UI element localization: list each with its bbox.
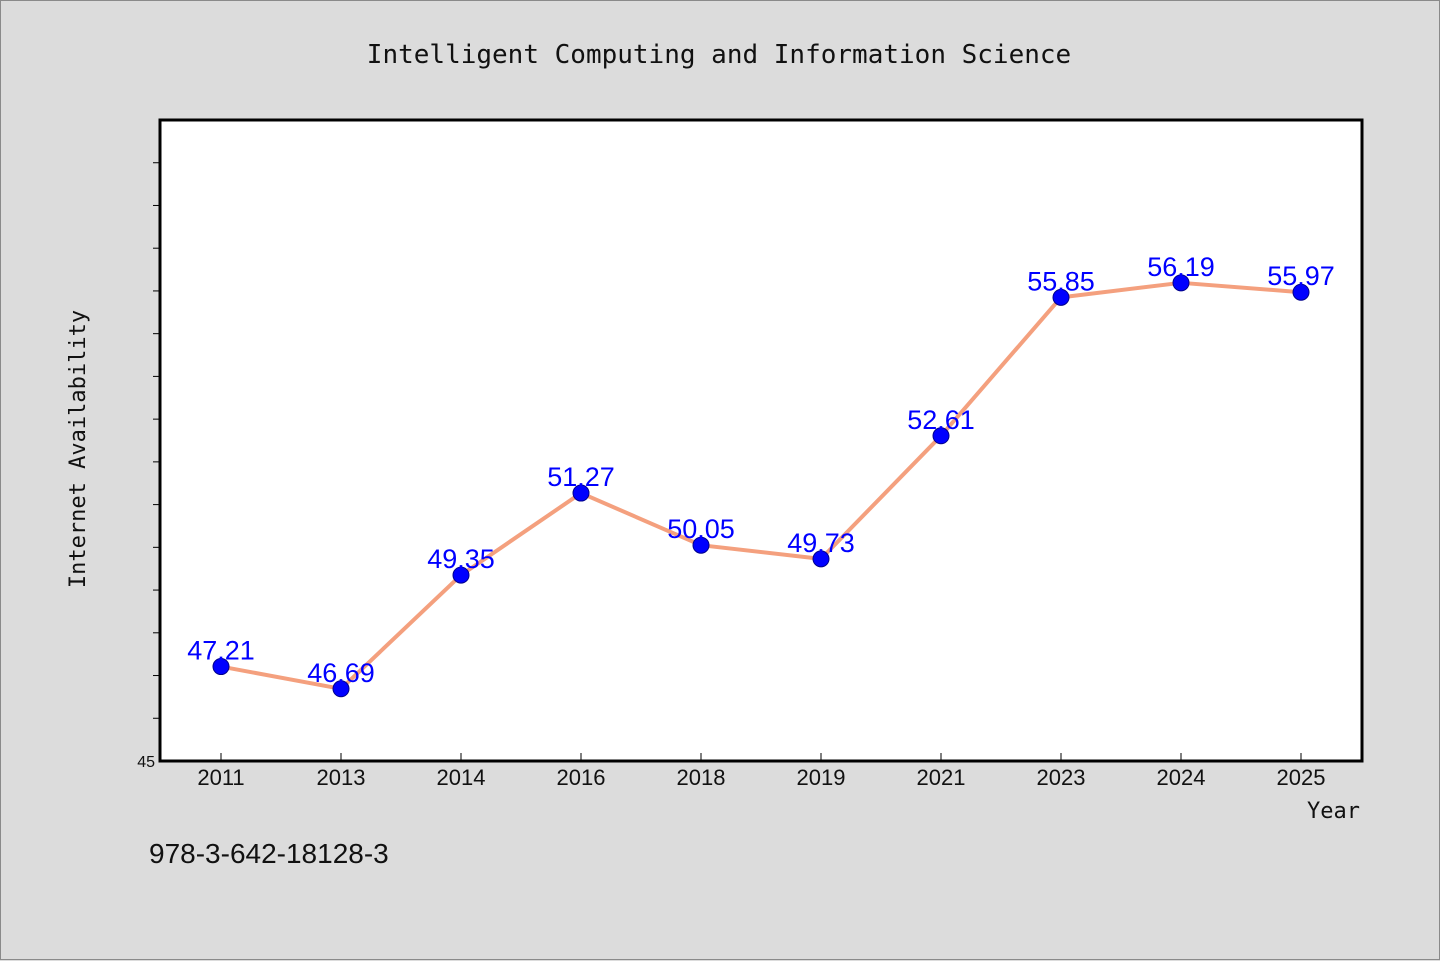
- x-tick-label: 2016: [557, 765, 606, 790]
- x-tick-label: 2021: [917, 765, 966, 790]
- data-point: [332, 680, 350, 698]
- data-point: [932, 427, 950, 445]
- x-tick-label: 2013: [317, 765, 366, 790]
- data-label: 55.85: [1027, 266, 1095, 296]
- x-tick-label: 2014: [437, 765, 486, 790]
- data-label: 49.73: [787, 528, 855, 558]
- x-tick-label: 2011: [197, 765, 244, 790]
- data-label: 49.35: [427, 544, 495, 574]
- y-axis-min-label: 45: [137, 754, 155, 771]
- x-tick-label: 2024: [1157, 765, 1206, 790]
- data-label: 52.61: [907, 405, 975, 435]
- x-axis-ticks: 2011 2013 2014 2016 2018 2019 2021 2023 2024 2025: [197, 753, 1325, 790]
- y-axis-label: Internet Availability: [66, 310, 91, 588]
- data-label: 47.21: [187, 636, 255, 666]
- x-axis-label: Year: [1307, 799, 1360, 824]
- data-label: 55.97: [1267, 261, 1335, 291]
- data-label: 50.05: [667, 514, 735, 544]
- x-tick-label: 2025: [1277, 765, 1326, 790]
- data-label: 56.19: [1147, 252, 1215, 282]
- y-axis-ticks: [153, 162, 160, 719]
- data-point: [212, 658, 230, 676]
- data-point: [1172, 274, 1190, 292]
- x-tick-label: 2019: [797, 765, 846, 790]
- plot-area: [158, 118, 1364, 763]
- data-point: [1292, 283, 1310, 301]
- data-point: [572, 484, 590, 502]
- series-line: [219, 280, 1303, 691]
- chart-title: Intelligent Computing and Information Sc…: [367, 40, 1071, 70]
- data-point: [1052, 288, 1070, 306]
- data-point: [812, 550, 830, 568]
- data-point: [452, 566, 470, 584]
- data-point: [692, 536, 710, 554]
- x-tick-label: 2023: [1037, 765, 1086, 790]
- data-label: 46.69: [307, 658, 375, 688]
- series-layer: 47.21 46.69 49.35 51.27 50.05 49.73 52.61 55.85…: [187, 252, 1335, 698]
- isbn-footer: 978-3-642-18128-3: [149, 838, 389, 869]
- data-label: 51.27: [547, 462, 615, 492]
- x-tick-label: 2018: [677, 765, 726, 790]
